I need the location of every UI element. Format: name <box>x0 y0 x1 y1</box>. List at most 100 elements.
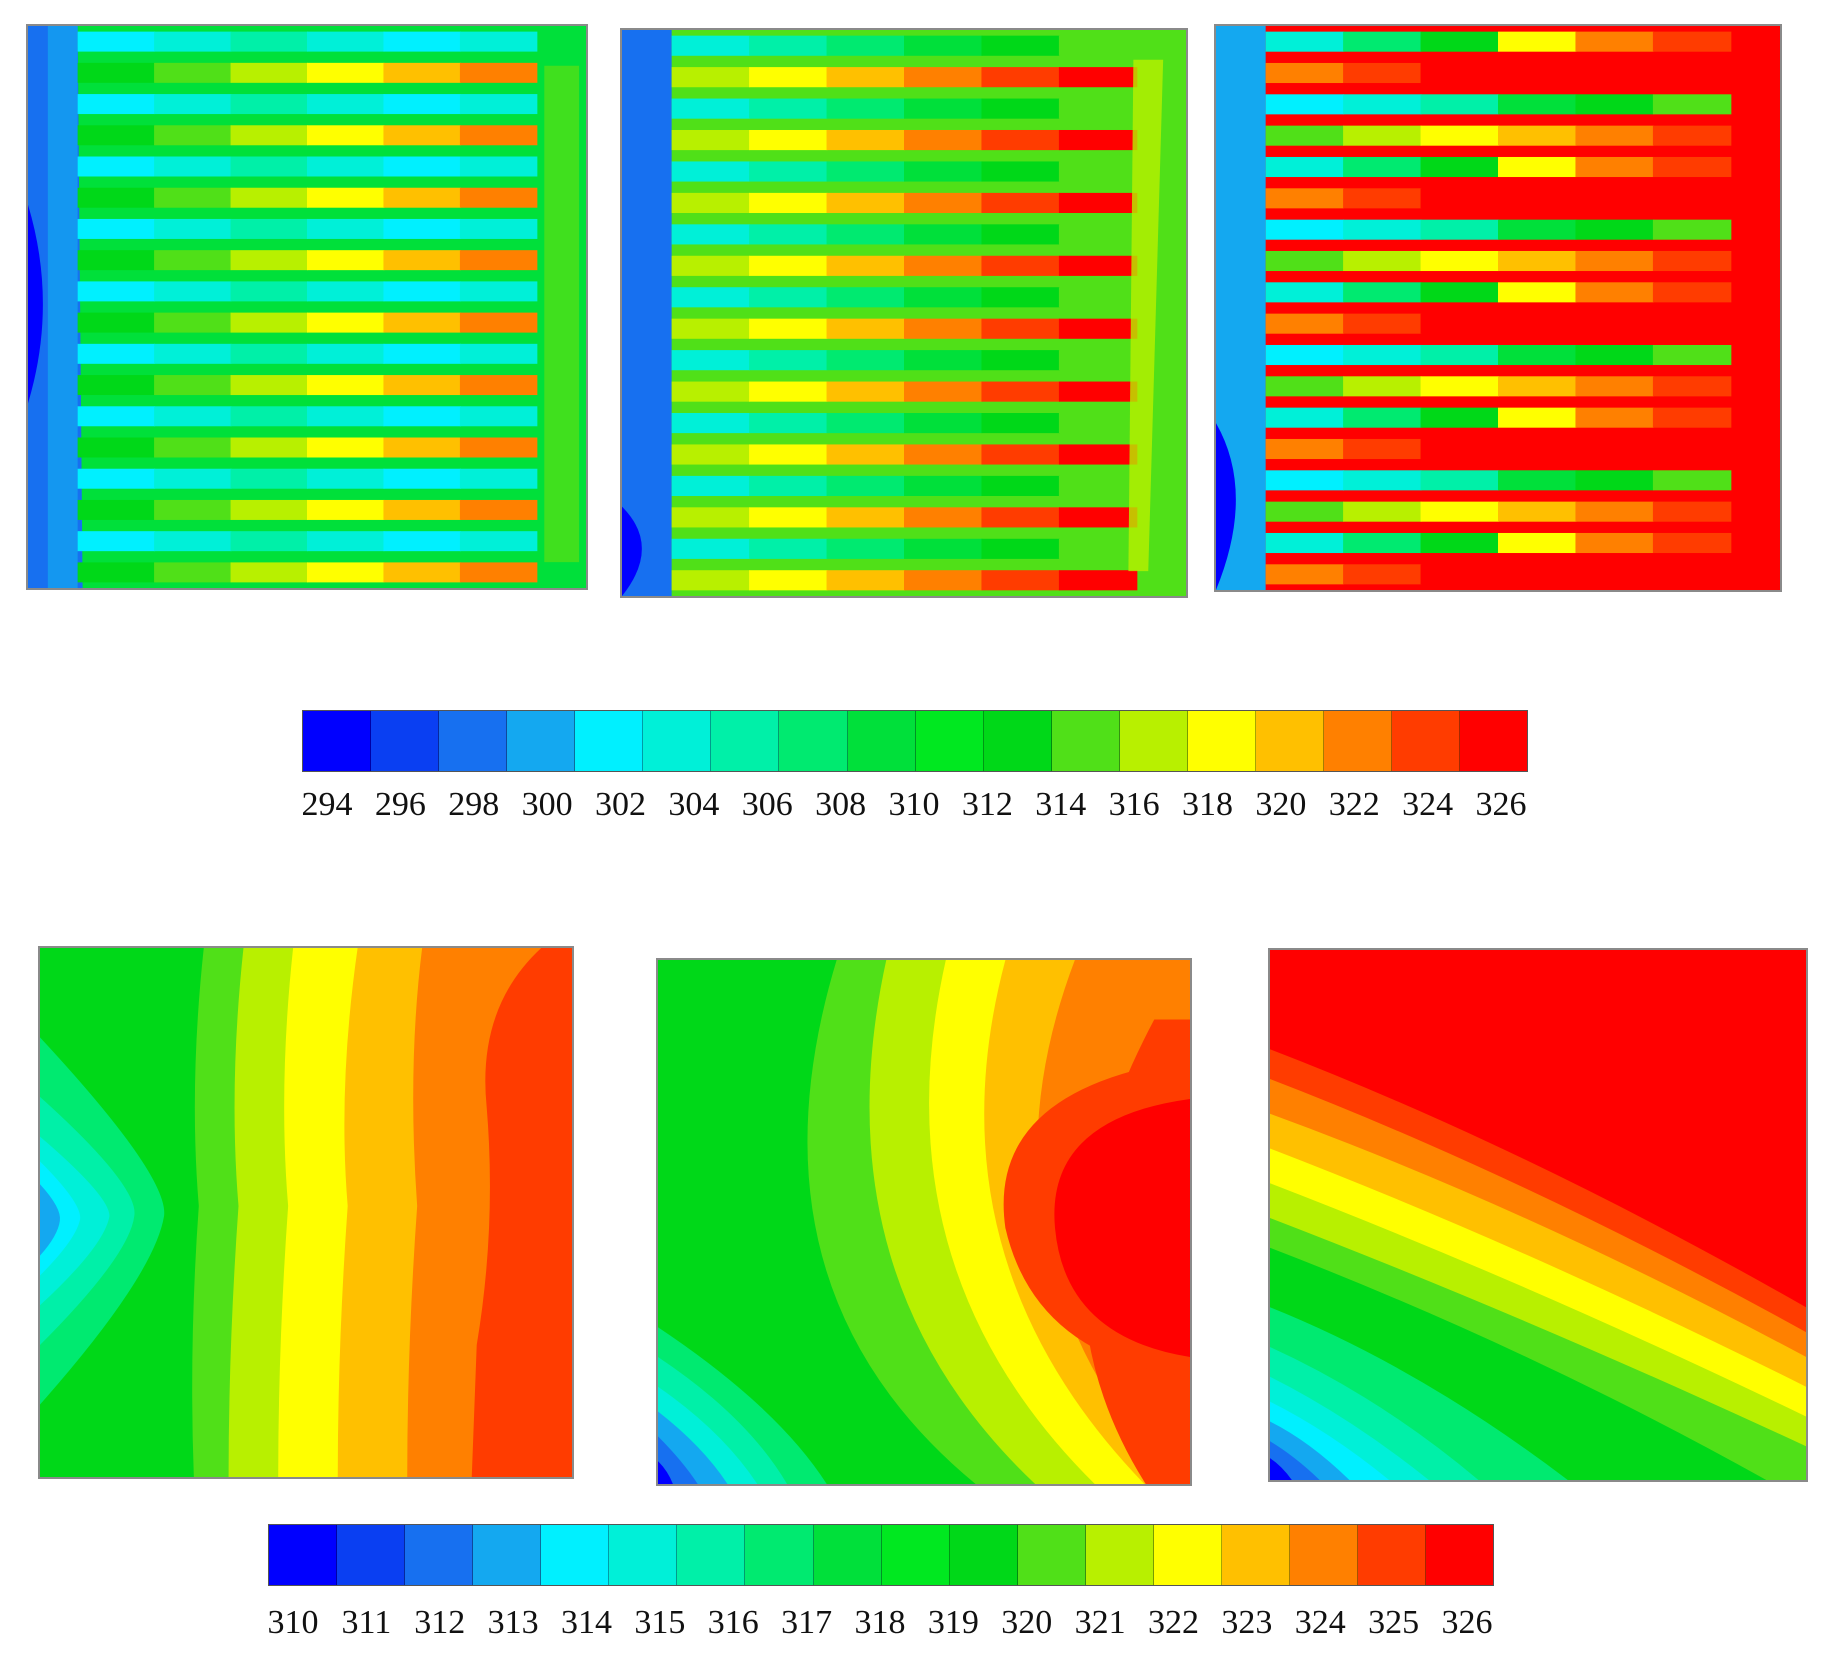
contour-panel-bottom-left <box>38 946 574 1479</box>
channel-segment <box>1058 67 1138 88</box>
colorbar-top-color-cell <box>643 711 712 771</box>
colorbar-bottom-tick-label: 310 <box>267 1604 319 1641</box>
colorbar-top-color-cell <box>1119 711 1188 771</box>
channel-segment <box>1498 438 1577 460</box>
channel-segment <box>826 570 905 591</box>
channel-segment <box>1420 62 1499 84</box>
channel-segment <box>1058 444 1138 465</box>
channel-segment <box>671 35 751 56</box>
channel-segment <box>154 281 232 302</box>
channel-segment <box>459 343 538 364</box>
contour-plot-top-left <box>28 26 586 588</box>
channel-segment <box>383 468 461 489</box>
channel-segment <box>154 187 232 208</box>
channel-segment <box>1265 62 1345 84</box>
channel-segment <box>904 570 983 591</box>
channel-segment <box>1058 350 1138 371</box>
channel-segment <box>1420 125 1499 146</box>
channel-segment <box>1652 532 1732 554</box>
channel-segment <box>1652 62 1732 84</box>
channel-segment <box>383 31 461 52</box>
channel-segment <box>904 507 983 528</box>
channel-segment <box>1498 564 1577 585</box>
colorbar-bottom-color-cell <box>337 1525 406 1585</box>
channel-segment <box>1265 564 1345 585</box>
channel-segment <box>1652 94 1732 115</box>
channel-segment <box>230 156 308 177</box>
channel-segment <box>749 412 828 434</box>
channel-segment <box>1343 376 1422 397</box>
channel-segment <box>230 531 308 552</box>
channel-segment <box>383 406 461 427</box>
channel-segment <box>77 156 156 177</box>
channel-segment <box>1652 156 1732 178</box>
channel-segment <box>459 437 538 458</box>
channel-segment <box>77 562 156 583</box>
channel-segment <box>230 125 308 146</box>
channel-segment <box>749 67 828 88</box>
colorbar-top-color-cell <box>1460 711 1528 771</box>
channel-segment <box>826 224 905 245</box>
contour-plot-bottom-left <box>40 948 572 1477</box>
channel-segment <box>383 250 461 271</box>
colorbar-top-color-cell <box>575 711 644 771</box>
channel-segment <box>1265 376 1345 397</box>
channel-segment <box>154 499 232 520</box>
colorbar-top-tick-label: 326 <box>1475 786 1527 823</box>
channel-segment <box>981 381 1060 402</box>
colorbar-top-color-cell <box>915 711 984 771</box>
colorbar-bottom-tick-label: 326 <box>1441 1604 1493 1641</box>
channel-segment <box>1343 501 1422 522</box>
channel-segment <box>671 350 751 371</box>
channel-segment <box>671 570 751 591</box>
contour-panel-top-middle <box>620 28 1188 598</box>
channel-segment <box>981 224 1060 245</box>
channel-segment <box>1498 94 1577 115</box>
colorbar-bottom-color-cell <box>1153 1525 1222 1585</box>
channel-segment <box>1420 344 1499 366</box>
channel-segment <box>307 406 385 427</box>
channel-segment <box>1575 564 1654 585</box>
channel-segment <box>826 255 905 276</box>
channel-segment <box>77 468 156 489</box>
colorbar-bottom-color-cell <box>1017 1525 1086 1585</box>
channel-segment <box>459 281 538 302</box>
colorbar-bottom-tick-label: 318 <box>854 1604 906 1641</box>
channel-segment <box>981 570 1060 591</box>
colorbar-top-tick-label: 318 <box>1182 786 1233 823</box>
channel-segment <box>1058 475 1138 497</box>
colorbar-top-tick-label: 316 <box>1108 786 1160 823</box>
colorbar-top-color-cell <box>303 711 372 771</box>
channel-segment <box>1265 188 1345 209</box>
channel-segment <box>1343 62 1422 84</box>
channel-segment <box>383 281 461 302</box>
contour-plot-top-right <box>1216 26 1780 590</box>
colorbar-top-color-cell <box>371 711 440 771</box>
colorbar-top-tick-label: 306 <box>741 786 793 823</box>
channel-segment <box>154 312 232 333</box>
channel-segment <box>826 444 905 465</box>
channel-segment <box>1652 438 1732 460</box>
channel-segment <box>1265 501 1345 522</box>
channel-segment <box>383 218 461 239</box>
channel-segment <box>1652 125 1732 146</box>
channel-segment <box>1265 532 1345 554</box>
channel-segment <box>1498 532 1577 554</box>
channel-segment <box>1652 31 1732 52</box>
channel-segment <box>904 287 983 308</box>
channel-segment <box>981 67 1060 88</box>
colorbar-bottom-color-cell <box>473 1525 542 1585</box>
colorbar-bottom-tick-label: 314 <box>561 1604 612 1641</box>
channel-segment <box>1343 188 1422 209</box>
channel-segment <box>1343 344 1422 366</box>
channel-segment <box>230 312 308 333</box>
channel-segment <box>826 381 905 402</box>
channel-segment <box>671 161 751 182</box>
channel-segment <box>154 531 232 552</box>
colorbar-top-color-cell <box>1255 711 1324 771</box>
channel-segment <box>1343 282 1422 303</box>
colorbar-top-color-cell <box>847 711 916 771</box>
channel-segment <box>1420 564 1499 585</box>
colorbar-bottom-tick-label: 324 <box>1294 1604 1346 1641</box>
colorbar-top-color-cell <box>983 711 1052 771</box>
